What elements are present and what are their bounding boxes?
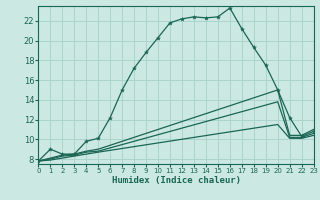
X-axis label: Humidex (Indice chaleur): Humidex (Indice chaleur) <box>111 176 241 185</box>
